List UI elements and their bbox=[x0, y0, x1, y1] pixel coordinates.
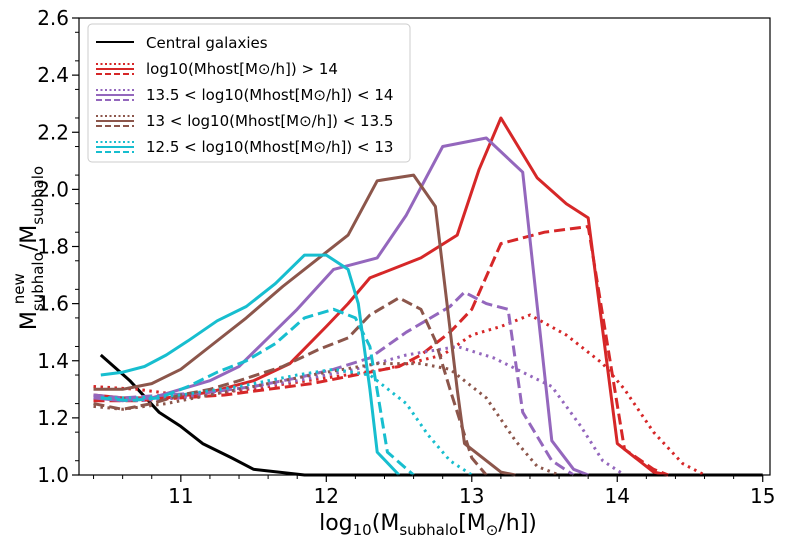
x-tick-label: 14 bbox=[605, 484, 630, 508]
series-line-4 bbox=[93, 136, 589, 477]
y-axis-label: Msubhalonew/Msubhalo bbox=[10, 166, 47, 330]
y-tick-label: 2.4 bbox=[37, 63, 69, 87]
y-tick-label: 1.0 bbox=[37, 463, 69, 487]
x-tick-label: 12 bbox=[314, 484, 339, 508]
x-tick-label: 13 bbox=[459, 484, 484, 508]
legend-label: log10(Mhost[M⊙/h]) > 14 bbox=[146, 60, 338, 78]
x-axis: 11 12 13 14 15 bbox=[93, 475, 775, 508]
x-tick-label: 11 bbox=[168, 484, 193, 508]
series-line-12 bbox=[100, 367, 473, 477]
legend-frame bbox=[87, 23, 411, 163]
y-tick-label: 1.6 bbox=[37, 292, 69, 316]
legend: Central galaxies log10(Mhost[M⊙/h]) > 14 1… bbox=[87, 23, 411, 163]
y-axis: 1.0 1.2 1.4 1.6 1.8 2.0 2.2 2.4 2.6 bbox=[37, 6, 79, 487]
x-tick-label: 15 bbox=[750, 484, 775, 508]
legend-label: 12.5 < log10(Mhost[M⊙/h]) < 13 bbox=[146, 138, 393, 156]
series-line-3 bbox=[93, 313, 706, 477]
y-tick-label: 2.2 bbox=[37, 120, 69, 144]
series-line-6 bbox=[93, 345, 626, 477]
y-tick-label: 2.0 bbox=[37, 177, 69, 201]
legend-label: 13.5 < log10(Mhost[M⊙/h]) < 14 bbox=[146, 86, 393, 104]
series-line-9 bbox=[93, 362, 560, 477]
y-tick-label: 1.4 bbox=[37, 349, 69, 373]
series-line-8 bbox=[93, 296, 488, 476]
series-line-1 bbox=[93, 116, 669, 477]
series-line-10 bbox=[100, 253, 401, 477]
legend-label: 13 < log10(Mhost[M⊙/h]) < 13.5 bbox=[146, 112, 393, 130]
series-line-7 bbox=[93, 173, 516, 477]
series-line-0 bbox=[99, 353, 763, 477]
y-tick-label: 1.2 bbox=[37, 406, 69, 430]
y-tick-label: 2.6 bbox=[37, 6, 69, 30]
series-line-2 bbox=[93, 225, 669, 477]
svg-text:Msubhalonew/Msubhalo: Msubhalonew/Msubhalo bbox=[10, 166, 47, 330]
x-axis-label: log10(Msubhalo[M⊙/h]) bbox=[319, 511, 537, 539]
legend-label: Central galaxies bbox=[146, 34, 268, 52]
plot-lines bbox=[93, 116, 763, 477]
y-tick-label: 1.8 bbox=[37, 235, 69, 259]
